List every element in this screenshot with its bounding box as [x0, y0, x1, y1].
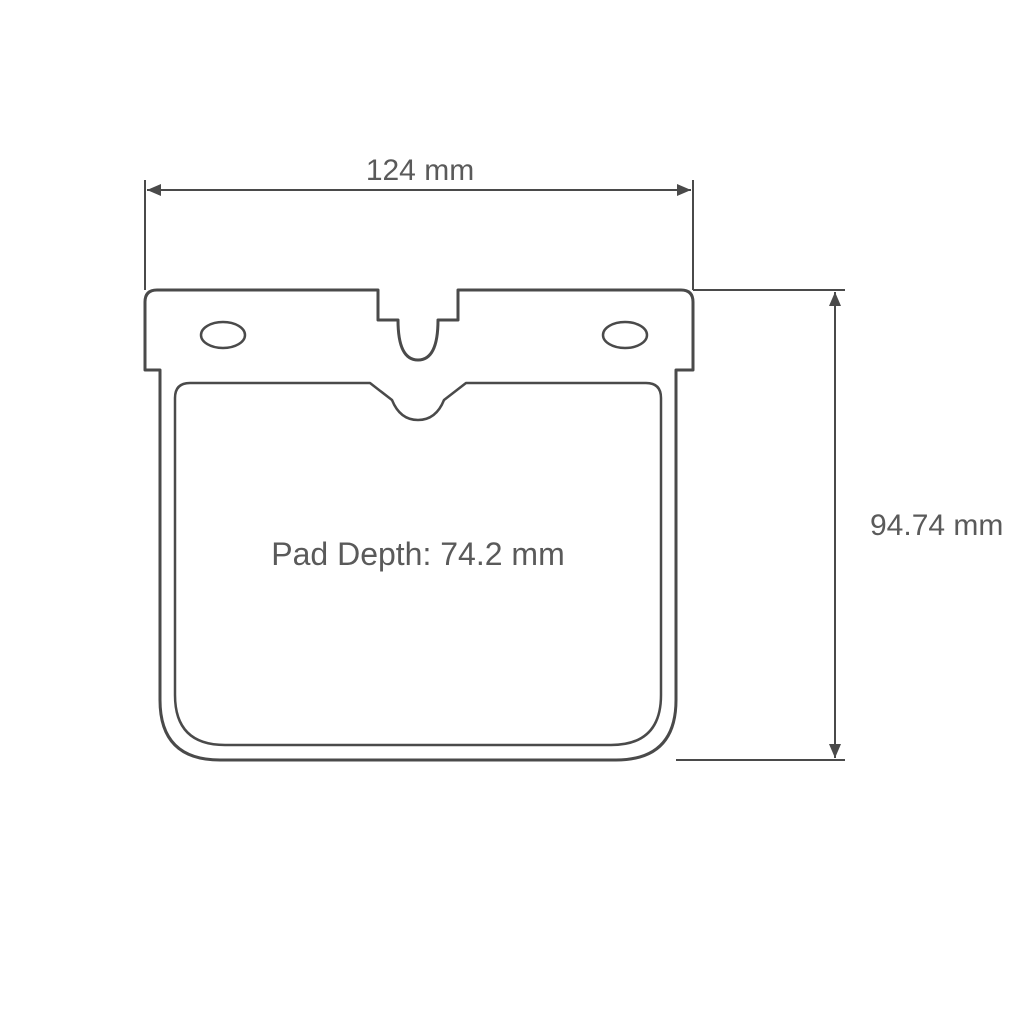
brake-pad-outline — [145, 290, 693, 760]
pad-depth-label: Pad Depth: 74.2 mm — [271, 536, 564, 572]
dimension-width: 124 mm — [145, 154, 693, 290]
technical-drawing: 124 mm 94.74 mm Pad Depth: 74.2 mm — [0, 0, 1024, 1024]
width-dimension-label: 124 mm — [366, 154, 474, 187]
height-dimension-label: 94.74 mm — [870, 509, 1003, 542]
mounting-slot-right — [603, 322, 647, 348]
mounting-slot-left — [201, 322, 245, 348]
dimension-height: 94.74 mm — [676, 290, 1003, 760]
